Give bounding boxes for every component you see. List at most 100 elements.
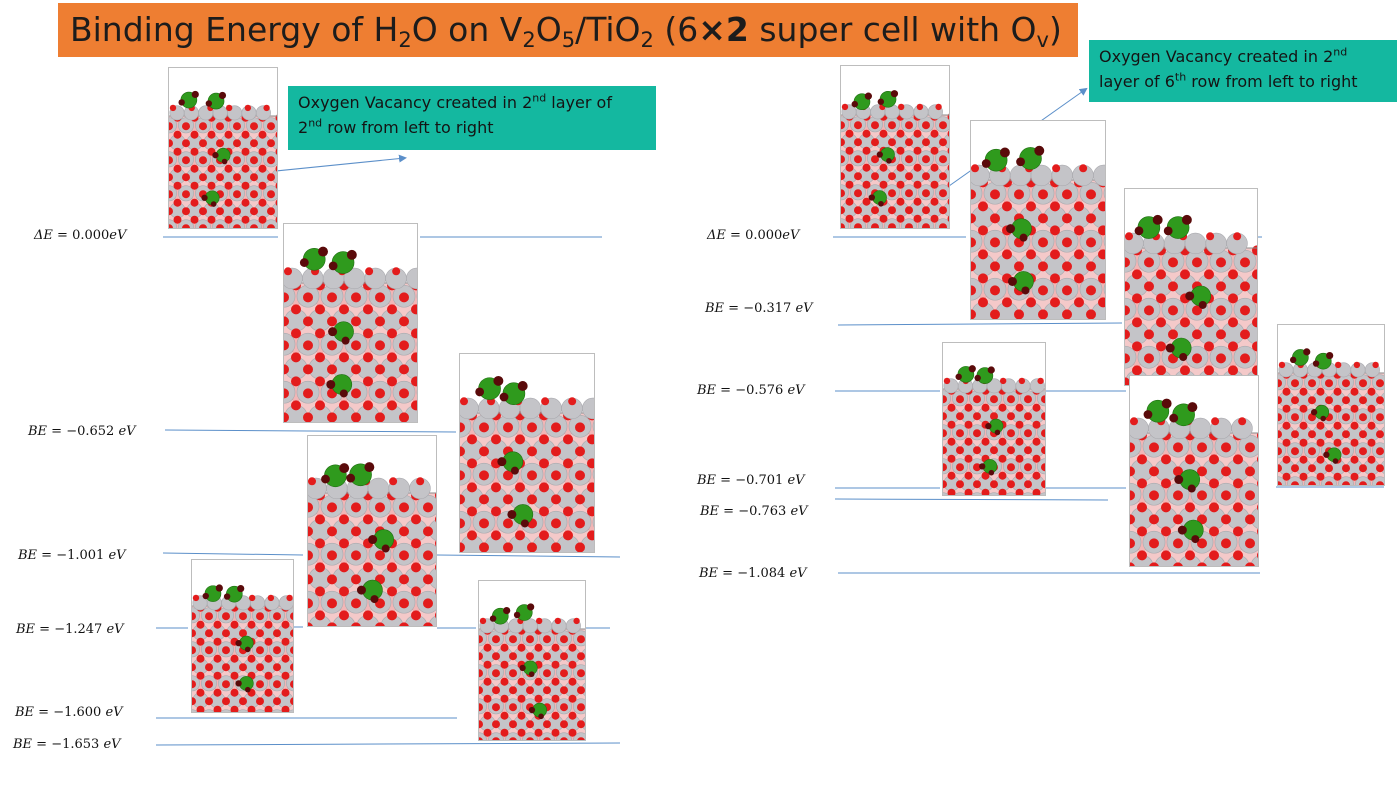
o-atom [327, 502, 337, 513]
o-atom [841, 172, 845, 181]
o-atom [503, 542, 513, 552]
o-atom [563, 506, 573, 517]
o-atom [281, 671, 290, 680]
o-atom [1185, 550, 1195, 561]
ti-atom [308, 494, 320, 518]
o-atom [587, 506, 594, 517]
o-atom [515, 530, 525, 541]
h-atom [475, 387, 485, 397]
surface-o-atom [935, 103, 942, 111]
surface-o-atom [1238, 417, 1247, 426]
o-atom [990, 189, 1000, 200]
o-atom [990, 395, 998, 404]
o-atom [1161, 454, 1171, 465]
o-atom [939, 138, 947, 147]
h-atom [205, 100, 213, 107]
o-atom [1173, 490, 1183, 501]
surface-atom [522, 618, 538, 634]
o-atom [207, 215, 216, 224]
o-atom [896, 163, 905, 172]
o-atom [1024, 429, 1032, 438]
o-atom [303, 364, 313, 375]
ti-atom [288, 709, 293, 712]
o-atom [199, 156, 207, 165]
o-atom [192, 680, 196, 689]
o-atom [845, 214, 854, 223]
o-atom [896, 197, 905, 206]
surface-o-atom [392, 267, 401, 276]
o-atom [479, 737, 483, 740]
o-atom [1015, 403, 1024, 412]
ti-atom [308, 542, 320, 566]
o-atom [1098, 201, 1105, 212]
o-atom [492, 652, 500, 661]
o-atom [922, 155, 930, 164]
o-atom [500, 728, 509, 737]
structure-panel-right-4 [942, 342, 1046, 496]
o-atom [1245, 514, 1255, 525]
o-atom [1050, 225, 1060, 236]
o-atom [491, 482, 501, 493]
o-atom [339, 538, 349, 549]
o-atom [315, 538, 325, 549]
o-atom [241, 130, 250, 139]
o-atom [1209, 454, 1219, 465]
o-atom [1156, 341, 1166, 352]
o-atom [1204, 341, 1214, 352]
o-atom [964, 488, 973, 495]
o-atom [1180, 365, 1190, 376]
o-atom [435, 588, 436, 595]
o-atom [905, 223, 913, 228]
o-atom [1007, 395, 1015, 404]
callout-left-line2: 2nd row from left to right [298, 116, 494, 137]
o-atom [990, 237, 1000, 248]
o-atom [351, 340, 361, 351]
o-atom [190, 130, 199, 139]
structure-panel-left-3 [459, 353, 595, 553]
o-atom [560, 686, 568, 695]
o-atom [841, 155, 845, 164]
o-atom [423, 622, 433, 626]
o-atom [387, 328, 397, 339]
o-atom [845, 129, 854, 138]
o-atom [879, 129, 888, 138]
structure-panel-right-2 [970, 120, 1106, 320]
h-atom [1016, 157, 1025, 167]
o-atom [387, 586, 397, 597]
o-atom [205, 680, 213, 689]
structure-drawing [841, 90, 949, 228]
o-atom [947, 198, 949, 205]
o-atom [1291, 379, 1299, 388]
o-atom [1032, 488, 1041, 495]
o-atom [575, 422, 585, 433]
o-atom [1130, 490, 1135, 501]
o-atom [973, 395, 981, 404]
o-atom [1278, 430, 1282, 439]
o-atom [1299, 455, 1308, 464]
o-atom [351, 412, 361, 422]
o-atom [1132, 317, 1142, 328]
o-atom [264, 688, 273, 697]
o-atom [256, 680, 264, 689]
o-atom [1359, 430, 1367, 439]
o-atom [1308, 481, 1316, 485]
h-atom [1185, 291, 1195, 301]
o-atom [568, 643, 577, 652]
o-atom [460, 470, 465, 481]
h-atom [1198, 300, 1207, 309]
o-atom [375, 622, 385, 626]
o-atom [1359, 413, 1367, 422]
o-atom [1014, 261, 1024, 272]
h-atom [346, 249, 357, 260]
o-atom [1376, 447, 1384, 456]
ti-atom [1338, 476, 1354, 485]
o-atom [922, 223, 930, 228]
o-atom [467, 458, 477, 469]
o-atom [913, 197, 922, 206]
o-atom [1074, 297, 1084, 308]
h-atom [489, 615, 497, 622]
o-atom [560, 720, 568, 729]
energy-label-left-5: BE = −1.653 eV [13, 737, 121, 752]
o-atom [1376, 396, 1384, 405]
o-atom [291, 352, 301, 363]
